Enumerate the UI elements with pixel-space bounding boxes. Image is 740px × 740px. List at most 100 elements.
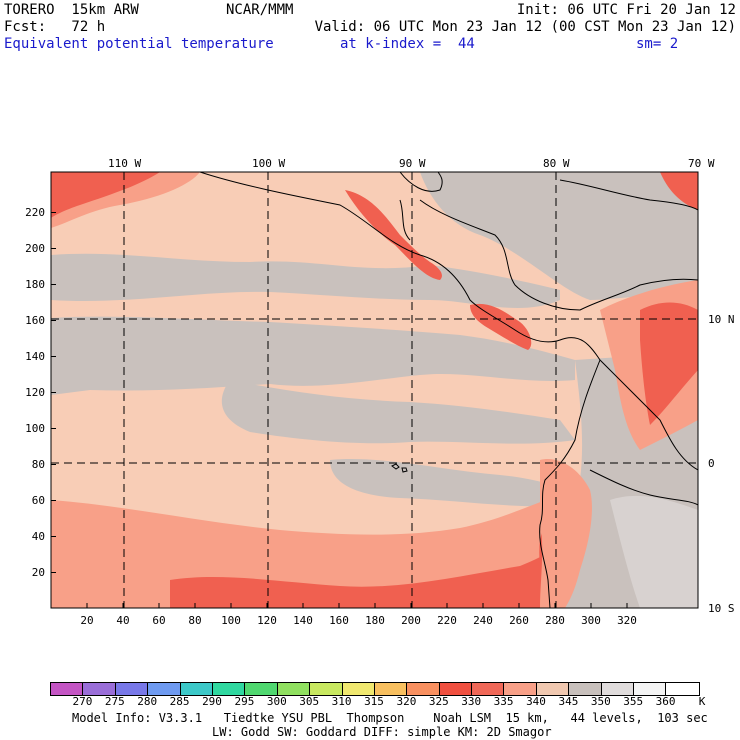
- border-line-2: [599, 359, 698, 471]
- field-shading: [51, 172, 698, 608]
- smoothing: sm= 2: [636, 36, 679, 52]
- colorbar-unit: K: [698, 695, 706, 708]
- x-tick-label: 40: [116, 614, 130, 627]
- colorbar-swatch: [212, 683, 246, 695]
- lat-label-0: 0: [708, 457, 715, 470]
- colorbar-swatch: [148, 683, 181, 695]
- coastline-cuba: [559, 179, 698, 211]
- colorbar-swatch: [472, 683, 505, 695]
- colorbar-label: 270: [72, 695, 93, 708]
- gray-band-sw: [330, 458, 575, 507]
- colorbar-swatch: [601, 683, 635, 695]
- colorbar-swatch: [310, 683, 343, 695]
- colorbar-label: 285: [169, 695, 190, 708]
- valid-time: Valid: 06 UTC Mon 23 Jan 12 (00 CST Mon …: [314, 19, 736, 35]
- colorbar-swatch: [569, 683, 602, 695]
- coastline-central-america: [199, 172, 601, 608]
- coastlines: [199, 172, 698, 608]
- model-title: TORERO 15km ARW: [4, 2, 139, 18]
- colorbar-label: 305: [299, 695, 320, 708]
- colorbar-swatch: [245, 683, 278, 695]
- colorbar-swatch: [277, 683, 311, 695]
- y-tick-label: 160: [25, 313, 45, 327]
- colorbar-swatch: [666, 683, 699, 695]
- x-tick-label: 20: [80, 614, 94, 627]
- coastline-caribbean: [419, 199, 698, 311]
- field-name: Equivalent potential temperature: [4, 36, 274, 52]
- red-south-strip: [170, 548, 555, 608]
- gray-band-south: [221, 380, 575, 444]
- colorbar-label: 320: [396, 695, 417, 708]
- colorbar-swatch: [115, 683, 149, 695]
- red-northeast: [660, 172, 698, 210]
- colorbar-label: 310: [331, 695, 352, 708]
- colorbar-swatch: [504, 683, 537, 695]
- coastline-yucatan: [399, 172, 443, 192]
- red-costarica: [470, 303, 532, 350]
- lon-label-100w: 100 W: [252, 157, 286, 170]
- map-panel: [50, 171, 699, 609]
- galapagos: [391, 463, 408, 473]
- colorbar-label: 325: [428, 695, 449, 708]
- model-info-line2: LW: Godd SW: Goddard DIFF: simple KM: 2D…: [212, 725, 552, 739]
- lon-label-80w: 80 W: [543, 157, 570, 170]
- y-tick-label: 120: [25, 385, 45, 399]
- border-line-1: [399, 199, 411, 241]
- y-tick-label: 20: [31, 565, 45, 579]
- red-colombia: [640, 302, 698, 425]
- colorbar-swatch: [634, 683, 667, 695]
- x-tick-label: 140: [293, 614, 313, 627]
- y-tick-label: 200: [25, 241, 45, 255]
- y-tick-label: 220: [25, 205, 45, 219]
- level-index: at k-index = 44: [340, 36, 475, 52]
- y-tick-label: 100: [25, 421, 45, 435]
- colorbar-swatch: [374, 683, 408, 695]
- x-tick-label: 220: [437, 614, 457, 627]
- model-info-line1: Model Info: V3.3.1 Tiedtke YSU PBL Thomp…: [72, 711, 708, 725]
- y-tick-marks: [51, 212, 56, 573]
- x-tick-label: 240: [473, 614, 493, 627]
- center-label: NCAR/MMM: [226, 2, 294, 18]
- x-tick-marks: [86, 603, 628, 608]
- y-tick-label: 60: [31, 493, 45, 507]
- colorbar-label: 330: [461, 695, 482, 708]
- gray-band-mid: [51, 316, 575, 395]
- x-tick-label: 180: [365, 614, 385, 627]
- colorbar-label: 345: [558, 695, 579, 708]
- x-tick-label: 120: [257, 614, 277, 627]
- colorbar-label: 295: [234, 695, 255, 708]
- colorbar-label: 340: [526, 695, 546, 708]
- lon-label-110w: 110 W: [108, 157, 142, 170]
- x-tick-label: 300: [581, 614, 601, 627]
- forecast-hour: Fcst: 72 h: [4, 19, 106, 35]
- colorbar-swatch: [407, 683, 440, 695]
- colorbar-swatch: [342, 683, 375, 695]
- colorbar-label: 350: [590, 695, 611, 708]
- lat-label-10n: 10 N: [708, 313, 735, 326]
- colorbar-label: 300: [266, 695, 287, 708]
- lon-label-90w: 90 W: [399, 157, 426, 170]
- colorbar-label: 360: [655, 695, 676, 708]
- colorbar-label: 335: [493, 695, 514, 708]
- colorbar-swatch: [180, 683, 213, 695]
- colorbar-label: 280: [137, 695, 158, 708]
- x-tick-label: 160: [329, 614, 349, 627]
- red-guatemala: [345, 190, 442, 280]
- latlon-grid: [51, 172, 698, 608]
- x-tick-label: 280: [545, 614, 565, 627]
- y-tick-label: 180: [25, 277, 45, 291]
- x-tick-label: 260: [509, 614, 529, 627]
- red-northwest: [51, 172, 160, 218]
- x-tick-label: 80: [188, 614, 202, 627]
- colorbar: [50, 682, 700, 696]
- y-tick-label: 80: [31, 457, 45, 471]
- border-line-3: [589, 469, 698, 506]
- colorbar-swatch: [83, 683, 116, 695]
- x-tick-label: 60: [152, 614, 166, 627]
- colorbar-swatch: [51, 683, 84, 695]
- x-tick-label: 100: [221, 614, 241, 627]
- colorbar-swatch: [536, 683, 570, 695]
- lat-label-10s: 10 S: [708, 602, 735, 615]
- colorbar-label: 290: [202, 695, 222, 708]
- salmon-peru: [540, 459, 592, 608]
